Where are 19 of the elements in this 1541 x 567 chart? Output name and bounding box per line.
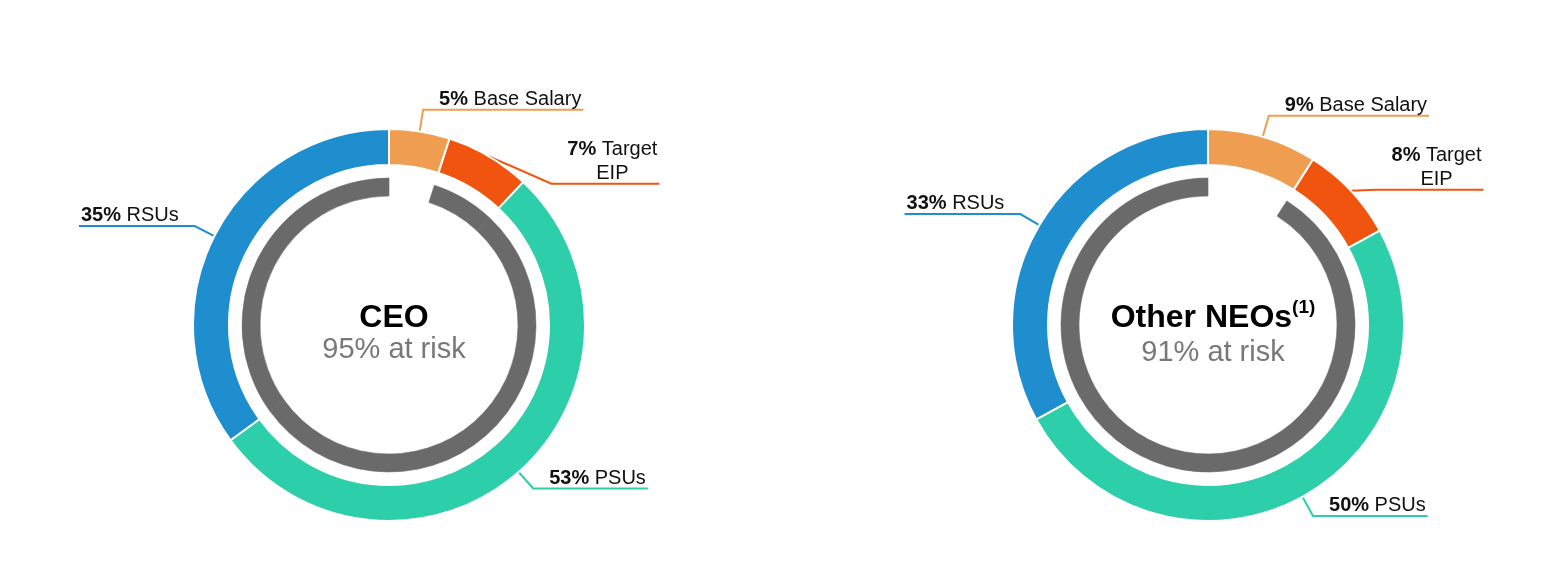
slice-label: PSUs: [1374, 493, 1426, 516]
slice-label: Base Salary: [473, 86, 582, 109]
data-label: 33%: [906, 191, 947, 214]
data-label: 7%: [567, 136, 597, 159]
text: CEO: [359, 298, 429, 334]
data-label: 53%: [549, 465, 590, 488]
data-label: 9%: [1284, 92, 1314, 115]
slice-label: Target EIP: [596, 136, 658, 183]
slice-label: PSUs: [594, 465, 646, 488]
slice-label: Target EIP: [1420, 142, 1482, 189]
data-label: 5%: [439, 86, 469, 109]
text: 91% at risk: [1141, 335, 1286, 367]
data-label: 35%: [80, 203, 122, 226]
text: 95% at risk: [322, 332, 467, 364]
slice-label: RSUs: [126, 203, 179, 226]
data-label: 8%: [1391, 142, 1421, 165]
slice-label: RSUs: [952, 191, 1005, 214]
slice-label: Base Salary: [1319, 92, 1428, 115]
data-label: 50%: [1329, 493, 1370, 516]
